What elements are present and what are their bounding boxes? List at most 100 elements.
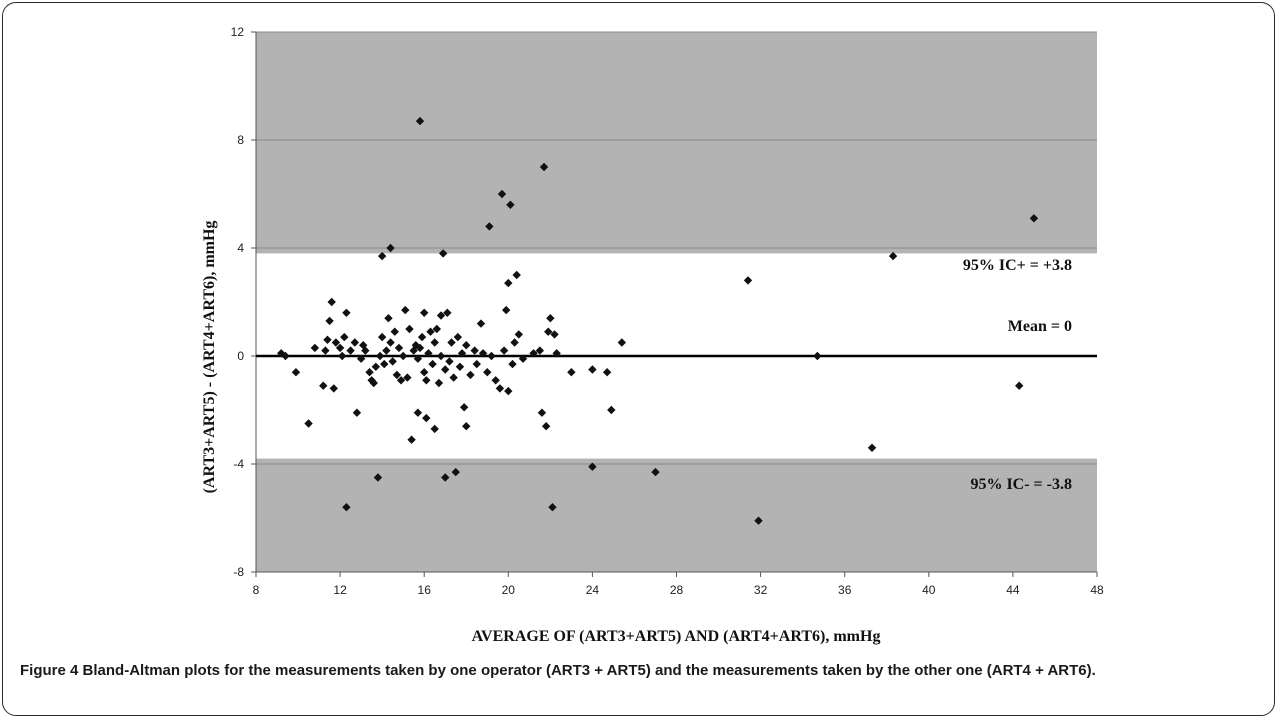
data-point-8 bbox=[325, 316, 334, 326]
data-point-53 bbox=[420, 308, 429, 317]
data-point-90 bbox=[497, 189, 507, 199]
data-point-22 bbox=[361, 346, 370, 355]
x-tick-label-12: 12 bbox=[333, 583, 347, 597]
data-point-88 bbox=[491, 376, 500, 385]
data-point-117 bbox=[651, 467, 660, 477]
data-point-6 bbox=[321, 346, 330, 355]
figure-label: Figure 4 bbox=[20, 662, 79, 679]
data-point-112 bbox=[588, 462, 597, 471]
data-point-15 bbox=[342, 503, 351, 512]
data-point-81 bbox=[470, 346, 479, 355]
lower-limit-label: 95% IC- = -3.8 bbox=[970, 476, 1072, 493]
data-point-41 bbox=[398, 351, 408, 361]
x-tick-label-8: 8 bbox=[253, 583, 260, 597]
confidence-bands bbox=[256, 32, 1097, 572]
data-point-74 bbox=[453, 332, 463, 342]
data-point-33 bbox=[384, 314, 393, 323]
x-tick-label-20: 20 bbox=[502, 583, 516, 597]
data-point-5 bbox=[319, 381, 328, 390]
data-point-26 bbox=[371, 362, 381, 371]
y-tick-label-12: 12 bbox=[231, 25, 245, 39]
data-point-7 bbox=[323, 335, 332, 344]
figure-caption-text: Bland-Altman plots for the measurements … bbox=[82, 662, 1096, 679]
data-point-83 bbox=[476, 319, 486, 328]
mean-label: Mean = 0 bbox=[1008, 318, 1072, 335]
data-point-57 bbox=[424, 349, 433, 358]
data-point-99 bbox=[514, 330, 524, 339]
x-tick-label-48: 48 bbox=[1090, 583, 1104, 597]
x-tick-label-28: 28 bbox=[670, 583, 684, 597]
data-point-77 bbox=[459, 403, 469, 412]
data-point-13 bbox=[338, 351, 347, 361]
data-point-84 bbox=[478, 349, 488, 358]
data-point-65 bbox=[436, 311, 446, 320]
data-point-103 bbox=[537, 408, 547, 417]
y-tick-label--4: -4 bbox=[233, 457, 244, 471]
data-point-64 bbox=[436, 351, 446, 361]
data-point-75 bbox=[455, 362, 465, 371]
data-point-92 bbox=[501, 305, 511, 315]
data-point-108 bbox=[548, 503, 557, 512]
data-point-85 bbox=[483, 368, 492, 377]
data-point-28 bbox=[375, 351, 385, 361]
data-point-10 bbox=[329, 384, 338, 393]
data-point-37 bbox=[390, 327, 399, 336]
data-point-82 bbox=[472, 359, 481, 369]
data-points bbox=[277, 116, 1039, 525]
data-point-23 bbox=[365, 368, 374, 377]
data-point-1 bbox=[281, 351, 290, 361]
data-point-40 bbox=[396, 376, 406, 385]
data-point-25 bbox=[369, 378, 378, 388]
data-point-32 bbox=[382, 346, 391, 355]
data-point-78 bbox=[462, 422, 471, 431]
data-point-59 bbox=[428, 359, 437, 369]
data-point-116 bbox=[617, 338, 627, 347]
data-point-97 bbox=[510, 338, 519, 347]
data-point-79 bbox=[462, 341, 471, 350]
data-point-105 bbox=[541, 422, 551, 431]
data-point-45 bbox=[407, 435, 416, 444]
x-tick-label-40: 40 bbox=[922, 583, 936, 597]
data-point-56 bbox=[422, 413, 431, 423]
x-axis-label: AVERAGE OF (ART3+ART5) AND (ART4+ART6), … bbox=[472, 628, 881, 645]
data-point-55 bbox=[422, 376, 431, 385]
data-point-62 bbox=[432, 324, 442, 334]
data-point-76 bbox=[457, 349, 467, 358]
x-tick-label-24: 24 bbox=[586, 583, 600, 597]
data-point-43 bbox=[403, 373, 412, 382]
upper-band bbox=[256, 32, 1097, 254]
data-point-86 bbox=[485, 222, 494, 231]
data-point-58 bbox=[426, 327, 435, 336]
data-point-120 bbox=[813, 351, 822, 361]
data-point-39 bbox=[394, 343, 404, 353]
data-point-48 bbox=[413, 354, 423, 363]
data-point-123 bbox=[1015, 381, 1024, 390]
y-tick-label--8: -8 bbox=[233, 565, 244, 579]
data-point-69 bbox=[443, 308, 452, 317]
data-point-102 bbox=[535, 346, 545, 355]
data-point-70 bbox=[445, 357, 454, 366]
y-axis-label: (ART3+ART5) - (ART4+ART6), mmHg bbox=[201, 221, 218, 494]
x-tick-label-16: 16 bbox=[418, 583, 432, 597]
data-point-124 bbox=[1029, 214, 1039, 223]
x-tick-label-36: 36 bbox=[838, 583, 852, 597]
data-point-63 bbox=[434, 378, 444, 388]
data-point-115 bbox=[607, 405, 616, 415]
data-point-98 bbox=[512, 270, 521, 280]
data-point-113 bbox=[588, 365, 597, 374]
data-point-96 bbox=[508, 359, 517, 369]
x-tick-label-32: 32 bbox=[754, 583, 768, 597]
data-point-87 bbox=[487, 351, 496, 361]
data-point-73 bbox=[451, 467, 460, 477]
data-point-49 bbox=[413, 408, 423, 417]
data-point-114 bbox=[602, 368, 612, 377]
data-point-12 bbox=[335, 343, 345, 353]
y-tick-label-0: 0 bbox=[237, 349, 244, 363]
data-point-16 bbox=[342, 308, 351, 317]
data-point-109 bbox=[550, 330, 559, 339]
data-point-11 bbox=[331, 338, 341, 347]
data-point-67 bbox=[441, 365, 450, 374]
data-point-95 bbox=[506, 200, 515, 209]
